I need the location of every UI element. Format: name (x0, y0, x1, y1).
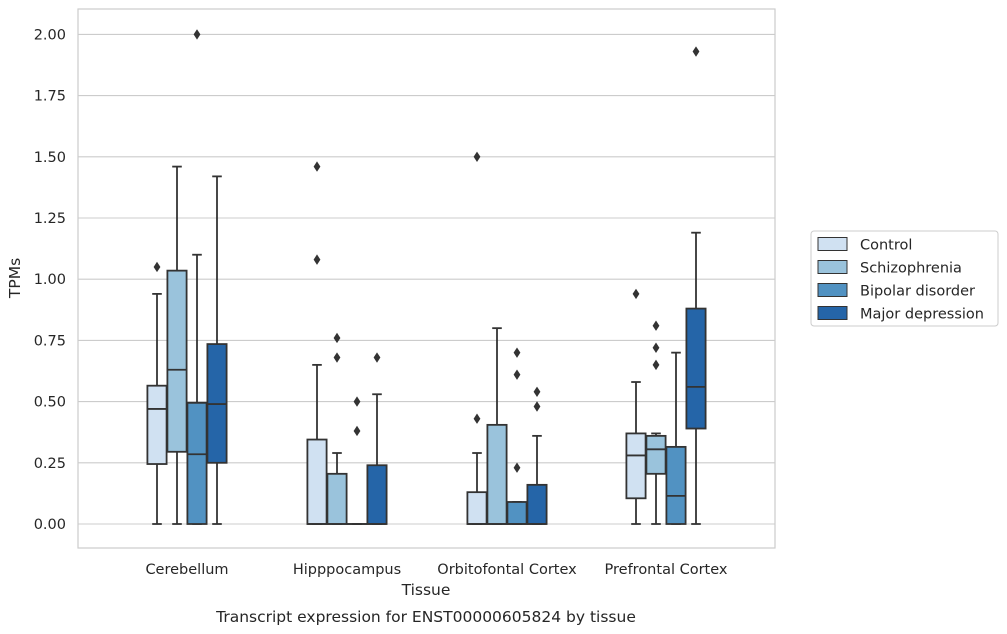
box-control-3 (625, 288, 647, 525)
outlier-point (353, 425, 361, 437)
outlier-point (333, 352, 341, 363)
box-body (166, 269, 188, 453)
box-body (146, 384, 168, 465)
outlier-point (193, 29, 201, 40)
box-body (186, 401, 208, 525)
y-tick-label: 0.00 (34, 517, 66, 533)
legend-frame (810, 230, 999, 327)
y-tick-label: 1.75 (34, 89, 66, 105)
y-tick-label: 0.25 (34, 456, 66, 472)
box-body (366, 464, 388, 525)
box-schizophrenia-0 (166, 165, 188, 525)
plot-frame (77, 8, 776, 549)
y-tick-labels: 0.00 0.25 0.50 0.75 1.00 1.25 1.50 1.75 2.00 (34, 27, 66, 533)
box-major-depression-2 (526, 386, 548, 525)
x-tick-label: Prefrontal Cortex (605, 562, 728, 578)
outlier-point (692, 46, 700, 57)
legend-label: Major depression (860, 307, 984, 323)
x-axis-title: Tissue (401, 581, 451, 599)
box-body (486, 423, 508, 525)
outlier-point (632, 288, 640, 300)
y-tick-label: 0.75 (34, 333, 66, 349)
y-tick-label: 1.00 (34, 272, 66, 288)
box-schizophrenia-3 (645, 320, 667, 525)
chart-caption: Transcript expression for ENST0000060582… (215, 608, 636, 626)
legend-label: Control (860, 238, 912, 254)
outlier-point (373, 352, 381, 363)
box-body (645, 434, 667, 475)
outlier-point (652, 320, 660, 331)
x-tick-label: Hipppocampus (293, 562, 401, 578)
box-control-1 (306, 161, 328, 525)
outlier-point (313, 161, 321, 172)
boxes (146, 29, 707, 525)
x-tick-label: Orbitofontal Cortex (437, 562, 577, 578)
y-tick-label: 1.50 (34, 150, 66, 166)
outlier-point (652, 342, 660, 353)
legend-label: Bipolar disorder (860, 284, 975, 300)
outlier-point (533, 401, 541, 412)
outlier-point (513, 347, 521, 358)
box-bipolar-disorder-3 (665, 351, 687, 525)
box-body (625, 432, 647, 500)
legend-label: Schizophrenia (860, 261, 962, 277)
outlier-point (313, 254, 321, 265)
box-schizophrenia-2 (486, 327, 508, 525)
box-control-2 (466, 151, 488, 525)
box-body (466, 491, 488, 525)
box-body (526, 483, 548, 525)
box-bipolar-disorder-1 (346, 396, 368, 525)
y-tick-label: 0.50 (34, 395, 66, 411)
outlier-point (473, 151, 481, 162)
outlier-point (153, 261, 161, 273)
box-body (665, 445, 687, 525)
legend-swatch (817, 306, 848, 320)
y-axis-title: TPMs (6, 258, 24, 299)
legend-swatch (817, 237, 848, 251)
outlier-point (533, 386, 541, 398)
box-body (685, 307, 707, 430)
box-major-depression-1 (366, 352, 388, 525)
box-schizophrenia-1 (326, 332, 348, 525)
outlier-point (652, 359, 660, 371)
box-body (306, 438, 328, 525)
box-major-depression-0 (206, 175, 228, 525)
x-tick-label: Cerebellum (145, 562, 228, 578)
box-body (326, 472, 348, 525)
x-tick-labels: Cerebellum Hipppocampus Orbitofontal Corte… (145, 562, 727, 578)
y-tick-label: 1.25 (34, 211, 66, 227)
outlier-point (513, 369, 521, 380)
box-major-depression-3 (685, 46, 707, 525)
outlier-point (473, 413, 481, 424)
box-body (506, 501, 528, 525)
y-tick-label: 2.00 (34, 27, 66, 43)
legend: Control Schizophrenia Bipolar disorder Majo… (810, 230, 999, 327)
outlier-point (353, 396, 361, 407)
legend-swatch (817, 283, 848, 297)
legend-swatch (817, 260, 848, 274)
box-bipolar-disorder-2 (506, 347, 528, 525)
outlier-point (333, 332, 341, 344)
outlier-point (513, 462, 521, 473)
